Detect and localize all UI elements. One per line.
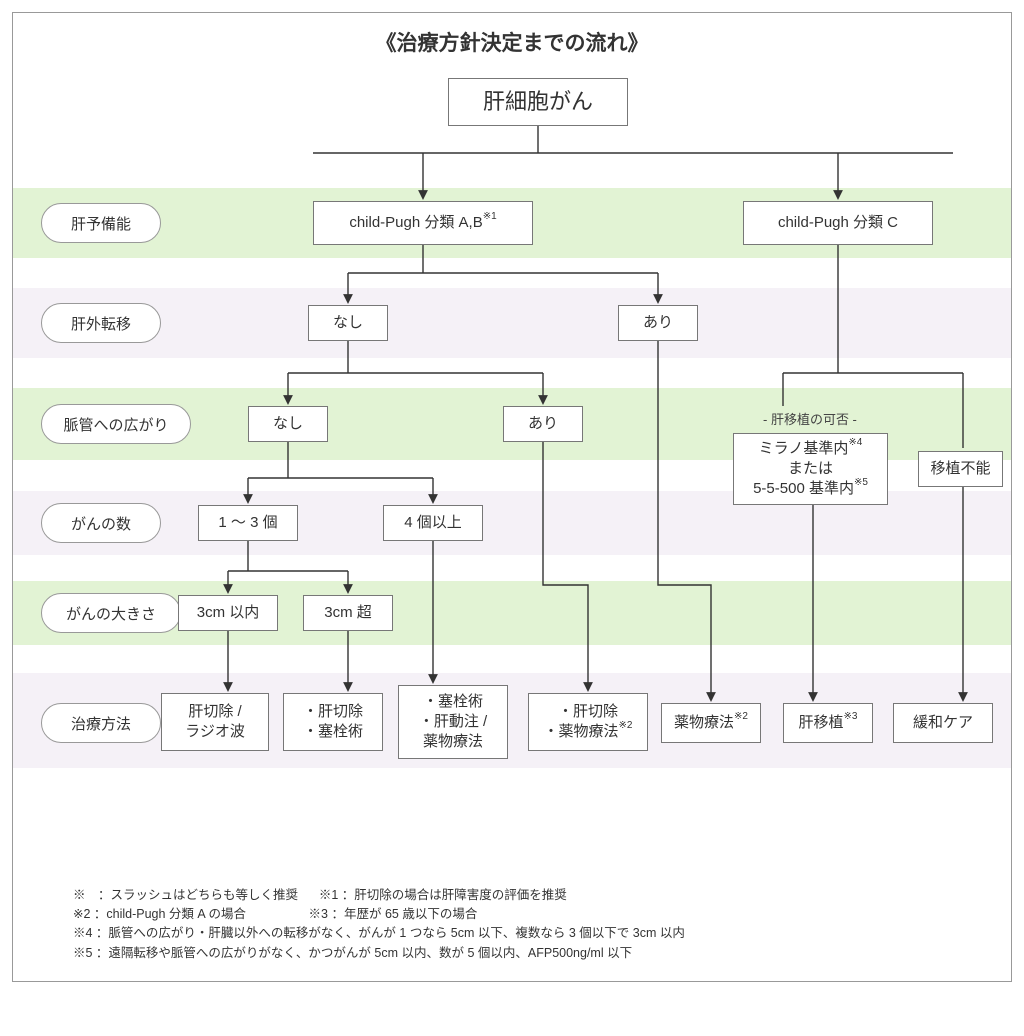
row-label-r3: 脈管への広がり (41, 404, 191, 444)
node-cp_c: child-Pugh 分類 C (743, 201, 933, 245)
fn-1a: ※ ：スラッシュはどちらも等しく推奨 (73, 888, 298, 902)
node-met_yes: あり (618, 305, 698, 341)
fn-2b: ※3 ：年歴が 65 歳以下の場合 (309, 907, 478, 921)
node-sz_3in: 3cm 以内 (178, 595, 278, 631)
row-label-r4: がんの数 (41, 503, 161, 543)
row-label-r2: 肝外転移 (41, 303, 161, 343)
transplant-caption: - 肝移植の可否 - (763, 409, 857, 428)
band (13, 288, 1011, 358)
footnotes: ※ ：スラッシュはどちらも等しく推奨 ※1 ：肝切除の場合は肝障害度の評価を推奨… (73, 886, 685, 964)
row-label-r5: がんの大きさ (41, 593, 181, 633)
node-milan: ミラノ基準内※4または5-5-500 基準内※5 (733, 433, 888, 505)
node-tx6: 肝移植※3 (783, 703, 873, 743)
node-root: 肝細胞がん (448, 78, 628, 126)
node-tx5: 薬物療法※2 (661, 703, 761, 743)
node-tx2: ・肝切除・塞栓術 (283, 693, 383, 751)
node-tx7: 緩和ケア (893, 703, 993, 743)
diagram-title: 《治療方針決定までの流れ》 (13, 13, 1011, 57)
node-cp_ab: child-Pugh 分類 A,B※1 (313, 201, 533, 245)
node-vas_no: なし (248, 406, 328, 442)
node-tx4: ・肝切除・薬物療法※2 (528, 693, 648, 751)
node-num_13: 1 ～ 3 個 (198, 505, 298, 541)
node-num_4p: 4 個以上 (383, 505, 483, 541)
node-tx1: 肝切除 /ラジオ波 (161, 693, 269, 751)
node-sz_3ov: 3cm 超 (303, 595, 393, 631)
fn-2a: ※2 ：child-Pugh 分類 A の場合 (73, 907, 246, 921)
node-vas_yes: あり (503, 406, 583, 442)
fn-4: ※5 ：遠隔転移や脈管への広がりがなく、かつがんが 5cm 以内、数が 5 個以… (73, 944, 685, 963)
fn-3: ※4 ：脈管への広がり・肝臓以外への転移がなく、がんが 1 つなら 5cm 以下… (73, 924, 685, 943)
node-notrans: 移植不能 (918, 451, 1003, 487)
node-met_no: なし (308, 305, 388, 341)
node-tx3: ・塞栓術・肝動注 / 薬物療法 (398, 685, 508, 759)
row-label-r1: 肝予備能 (41, 203, 161, 243)
fn-1b: ※1 ：肝切除の場合は肝障害度の評価を推奨 (319, 888, 567, 902)
diagram-canvas: 《治療方針決定までの流れ》 肝予備能肝外転移脈管への広がりがんの数がんの大きさ治… (12, 12, 1012, 982)
row-label-r6: 治療方法 (41, 703, 161, 743)
